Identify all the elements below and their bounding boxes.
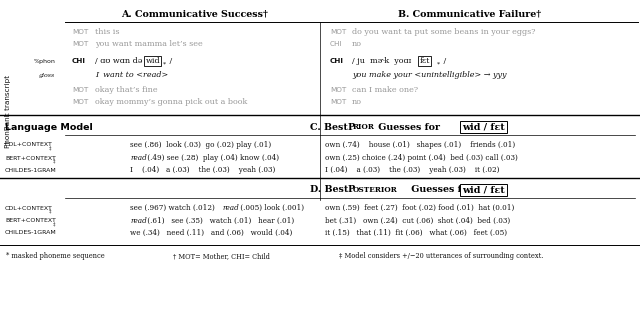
Text: (.005) look (.001): (.005) look (.001) <box>238 204 304 212</box>
Text: no: no <box>352 40 362 48</box>
Text: OSTERIOR: OSTERIOR <box>353 186 397 194</box>
Text: no: no <box>352 98 362 106</box>
Text: this is: this is <box>95 28 120 36</box>
Text: Guesses for: Guesses for <box>408 186 473 195</box>
Text: MOT: MOT <box>72 29 88 35</box>
Text: B. Communicative Failure†: B. Communicative Failure† <box>399 10 541 19</box>
Text: okay that’s fine: okay that’s fine <box>95 86 157 94</box>
Text: wid / fɛt: wid / fɛt <box>462 123 505 132</box>
Text: PhonBank transcript: PhonBank transcript <box>5 74 11 148</box>
Text: CHILDES-1GRAM: CHILDES-1GRAM <box>5 230 57 236</box>
Text: %phon: %phon <box>33 58 55 64</box>
Text: BERT+CONTEXT: BERT+CONTEXT <box>5 155 56 160</box>
Text: † MOT= Mother, CHI= Child: † MOT= Mother, CHI= Child <box>173 252 269 260</box>
Text: P: P <box>348 123 355 132</box>
Text: gloss: gloss <box>39 73 55 77</box>
Text: /: / <box>167 57 172 65</box>
Text: it (.15)   that (.11)  fit (.06)   what (.06)   feet (.05): it (.15) that (.11) fit (.06) what (.06)… <box>325 229 507 237</box>
Text: okay mommy’s gonna pick out a book: okay mommy’s gonna pick out a book <box>95 98 248 106</box>
Text: MOT: MOT <box>72 41 88 47</box>
Text: (.61)   see (.35)   watch (.01)   hear (.01): (.61) see (.35) watch (.01) hear (.01) <box>145 217 294 225</box>
Text: fɛt: fɛt <box>419 57 429 65</box>
Text: Language Model: Language Model <box>5 123 93 132</box>
Text: ‡: ‡ <box>53 221 56 227</box>
Text: read: read <box>223 204 239 212</box>
Text: / ju  mɚk  yoɑɪ: / ju mɚk yoɑɪ <box>352 57 413 65</box>
Text: own (.25) choice (.24) point (.04)  bed (.03) call (.03): own (.25) choice (.24) point (.04) bed (… <box>325 154 518 162</box>
Text: * masked phoneme sequence: * masked phoneme sequence <box>6 252 105 260</box>
Text: /: / <box>441 57 446 65</box>
Text: ‡: ‡ <box>53 159 56 163</box>
Text: wid: wid <box>145 57 160 65</box>
Text: CHI: CHI <box>330 58 344 64</box>
Text: (.49) see (.28)  play (.04) know (.04): (.49) see (.28) play (.04) know (.04) <box>145 154 280 162</box>
Text: MOT: MOT <box>330 29 346 35</box>
Text: can I make one?: can I make one? <box>352 86 418 94</box>
Text: *: * <box>163 62 166 66</box>
Text: MOT: MOT <box>330 87 346 93</box>
Text: we (.34)   need (.11)   and (.06)   would (.04): we (.34) need (.11) and (.06) would (.04… <box>130 229 292 237</box>
Text: read: read <box>130 217 147 225</box>
Text: CDL+CONTEXT: CDL+CONTEXT <box>5 205 53 211</box>
Text: ‡: ‡ <box>49 145 51 151</box>
Text: MOT: MOT <box>72 99 88 105</box>
Text: own (.59)  feet (.27)  foot (.02) food (.01)  hat (0.01): own (.59) feet (.27) foot (.02) food (.0… <box>325 204 515 212</box>
Text: C. Best: C. Best <box>310 123 351 132</box>
Text: Guesses for: Guesses for <box>375 123 440 132</box>
Text: MOT: MOT <box>72 87 88 93</box>
Text: / ɑʊ wɑn də: / ɑʊ wɑn də <box>95 57 145 65</box>
Text: MOT: MOT <box>330 99 346 105</box>
Text: CHILDES-1GRAM: CHILDES-1GRAM <box>5 168 57 172</box>
Text: you want mamma let’s see: you want mamma let’s see <box>95 40 203 48</box>
Text: ‡ Model considers +/−20 utterances of surrounding context.: ‡ Model considers +/−20 utterances of su… <box>339 252 544 260</box>
Text: RIOR: RIOR <box>353 123 375 131</box>
Text: do you want ta put some beans in your eggs?: do you want ta put some beans in your eg… <box>352 28 536 36</box>
Text: A. Communicative Success†: A. Communicative Success† <box>122 10 268 19</box>
Text: D. Best: D. Best <box>310 186 351 195</box>
Text: wid / fɛt: wid / fɛt <box>462 186 505 195</box>
Text: own (.74)    house (.01)   shapes (.01)    friends (.01): own (.74) house (.01) shapes (.01) frien… <box>325 141 515 149</box>
Text: I (.04)    a (.03)    the (.03)    yeah (.03)    it (.02): I (.04) a (.03) the (.03) yeah (.03) it … <box>325 166 499 174</box>
Text: I  want to <read>: I want to <read> <box>95 71 168 79</box>
Text: you make your <unintelligible> → yyy: you make your <unintelligible> → yyy <box>352 71 506 79</box>
Text: ‡: ‡ <box>49 209 51 213</box>
Text: CHI: CHI <box>72 58 86 64</box>
Text: bet (.31)   own (.24)  cut (.06)  shot (.04)  bed (.03): bet (.31) own (.24) cut (.06) shot (.04)… <box>325 217 510 225</box>
Text: see (.967) watch (.012): see (.967) watch (.012) <box>130 204 217 212</box>
Text: CDL+CONTEXT: CDL+CONTEXT <box>5 143 53 148</box>
Text: BERT+CONTEXT: BERT+CONTEXT <box>5 219 56 223</box>
Text: P: P <box>348 186 355 195</box>
Text: *: * <box>436 62 440 66</box>
Text: I    (.04)   a (.03)    the (.03)    yeah (.03): I (.04) a (.03) the (.03) yeah (.03) <box>130 166 275 174</box>
Text: see (.86)  look (.03)  go (.02) play (.01): see (.86) look (.03) go (.02) play (.01) <box>130 141 271 149</box>
Text: CHI: CHI <box>330 41 342 47</box>
Text: read: read <box>130 154 147 162</box>
